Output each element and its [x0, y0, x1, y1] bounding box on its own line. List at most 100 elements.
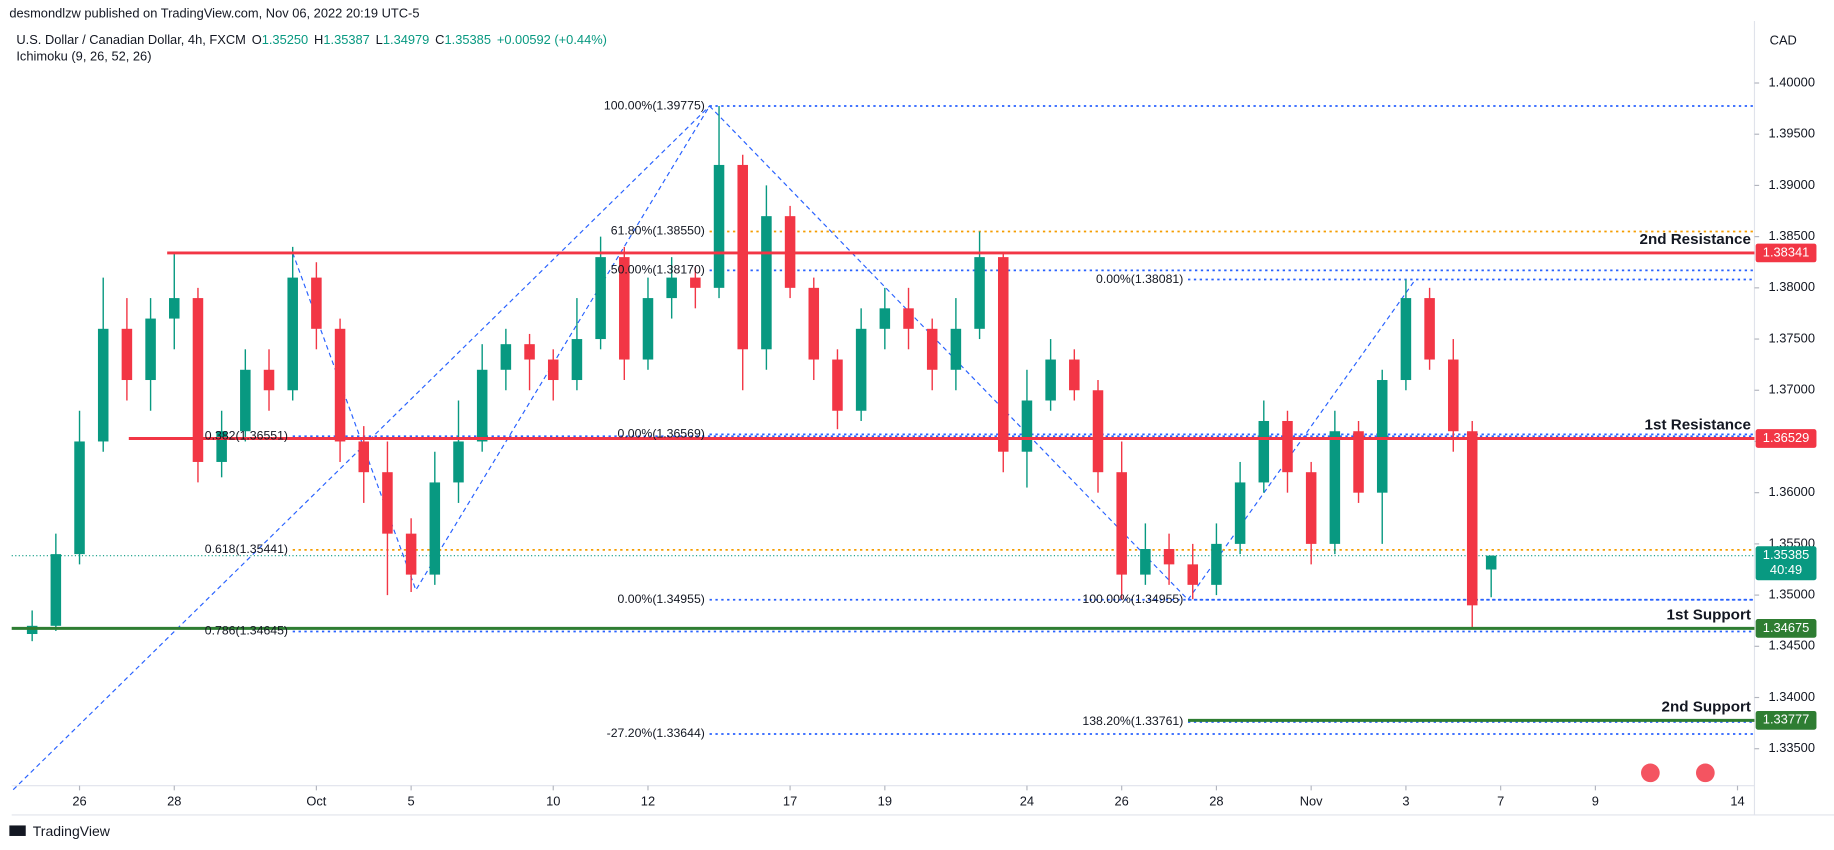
candle-body: [1353, 431, 1364, 493]
plot: [11, 105, 1755, 791]
price-tag-label: 1.36529: [1763, 430, 1809, 445]
indicator: Ichimoku (9, 26, 52, 26): [16, 49, 151, 64]
candle-body: [1140, 549, 1151, 575]
x-tick-label: 7: [1497, 793, 1504, 808]
candle-body: [216, 431, 227, 462]
quote-key: L: [376, 32, 383, 47]
candle-body: [1400, 298, 1412, 381]
fib-label: 0.00%(1.38081): [1096, 272, 1183, 286]
candle-body: [666, 277, 677, 299]
x-tick-label: 26: [72, 793, 86, 808]
candle-body: [1116, 472, 1127, 575]
y-tick-label: 1.37500: [1769, 330, 1815, 345]
x-tick-label: 28: [1209, 793, 1223, 808]
price-tag: [1755, 429, 1817, 448]
candle-body: [1187, 564, 1199, 585]
candle-body: [1045, 359, 1056, 401]
candle-body: [713, 164, 725, 288]
event-icon: [1641, 763, 1660, 783]
candle-body: [97, 328, 109, 442]
candle-body: [429, 482, 441, 575]
publisher: desmondlzw published on TradingView.com,…: [9, 5, 419, 20]
y-tick-label: 1.40000: [1769, 74, 1815, 89]
x-tick-label: Nov: [1300, 793, 1323, 808]
event-icon: [1695, 763, 1715, 783]
x-tick-label: 10: [546, 793, 560, 808]
candle-body: [1466, 431, 1478, 606]
fib-label: 0.00%(1.34955): [618, 592, 705, 606]
candle-body: [808, 287, 820, 360]
quote-key: C: [435, 32, 444, 47]
candle-body: [405, 533, 417, 575]
brand: TradingView: [33, 823, 111, 839]
candle-body: [642, 298, 654, 360]
candle-body: [1376, 380, 1388, 493]
candle-body: [595, 257, 606, 340]
candle-body: [950, 328, 962, 370]
logo-icon: [9, 825, 26, 836]
change: +0.00592 (+0.44%): [497, 32, 607, 47]
last-price-tag: [1755, 546, 1817, 581]
candle-body: [1305, 472, 1317, 544]
candle-body: [1211, 543, 1222, 585]
fib-label: 0.382(1.36551): [205, 428, 288, 442]
candle-body: [926, 328, 938, 370]
candle-body: [571, 339, 583, 381]
x-tick-label: 3: [1402, 793, 1409, 808]
candle-body: [1282, 420, 1293, 473]
candle-body: [1329, 431, 1341, 544]
symbol-legend: U.S. Dollar / Canadian Dollar, 4h, FXCM O…: [16, 32, 607, 47]
last-price-label: 1.35385: [1763, 547, 1809, 562]
candle-body: [903, 308, 914, 329]
candle-body: [619, 257, 630, 360]
y-tick-label: 1.39500: [1769, 126, 1815, 141]
x-tick-label: Oct: [306, 793, 326, 808]
candle-body: [476, 369, 488, 442]
quote-key: O: [252, 32, 262, 47]
level-name: 1st Support: [1667, 607, 1751, 624]
fib-label: 138.20%(1.33761): [1082, 714, 1183, 728]
candle-body: [263, 369, 275, 391]
fib-label: 100.00%(1.39775): [604, 98, 705, 112]
quote-key: H: [314, 32, 323, 47]
x-tick-label: 12: [641, 793, 655, 808]
candle-body: [997, 257, 1009, 452]
candle-body: [382, 472, 393, 534]
y-tick-label: 1.37000: [1769, 382, 1815, 397]
fib-label: 0.786(1.34645): [205, 624, 288, 638]
candle-body: [192, 298, 204, 462]
quote-value: 1.35385: [444, 32, 490, 47]
candle-body: [737, 164, 748, 350]
y-tick-label: 1.35000: [1769, 586, 1815, 601]
y-tick-label: 1.36000: [1769, 484, 1815, 499]
candle-body: [1069, 359, 1080, 391]
candle-body: [1448, 359, 1459, 432]
price-tag-label: 1.34675: [1763, 620, 1809, 635]
candle-body: [832, 359, 843, 411]
price-tag: [1755, 710, 1817, 730]
x-tick-label: 19: [878, 793, 892, 808]
x-tick-label: 9: [1592, 793, 1599, 808]
x-tick-label: 17: [783, 793, 797, 808]
candle-body: [1092, 390, 1104, 473]
quote-value: 1.35250: [262, 32, 308, 47]
candle-body: [761, 216, 772, 350]
fib-label: -27.20%(1.33644): [607, 726, 705, 740]
price-tag-label: 1.33777: [1763, 712, 1809, 727]
candle-body: [358, 441, 370, 473]
symbol: U.S. Dollar / Canadian Dollar, 4h, FXCM: [16, 32, 245, 47]
fib-label: 61.80%(1.38550): [611, 224, 705, 238]
candle-body: [287, 277, 298, 391]
quote-value: 1.35387: [323, 32, 369, 47]
fib-label: 100.00%(1.34955): [1082, 592, 1183, 606]
x-tick-label: 14: [1730, 793, 1744, 808]
candle-body: [311, 277, 322, 329]
countdown: 40:49: [1770, 562, 1802, 577]
candle-body: [974, 257, 985, 329]
candle-body: [1163, 549, 1175, 565]
x-tick-label: 28: [167, 793, 181, 808]
candle-body: [1234, 482, 1246, 544]
candle-body: [690, 277, 701, 288]
